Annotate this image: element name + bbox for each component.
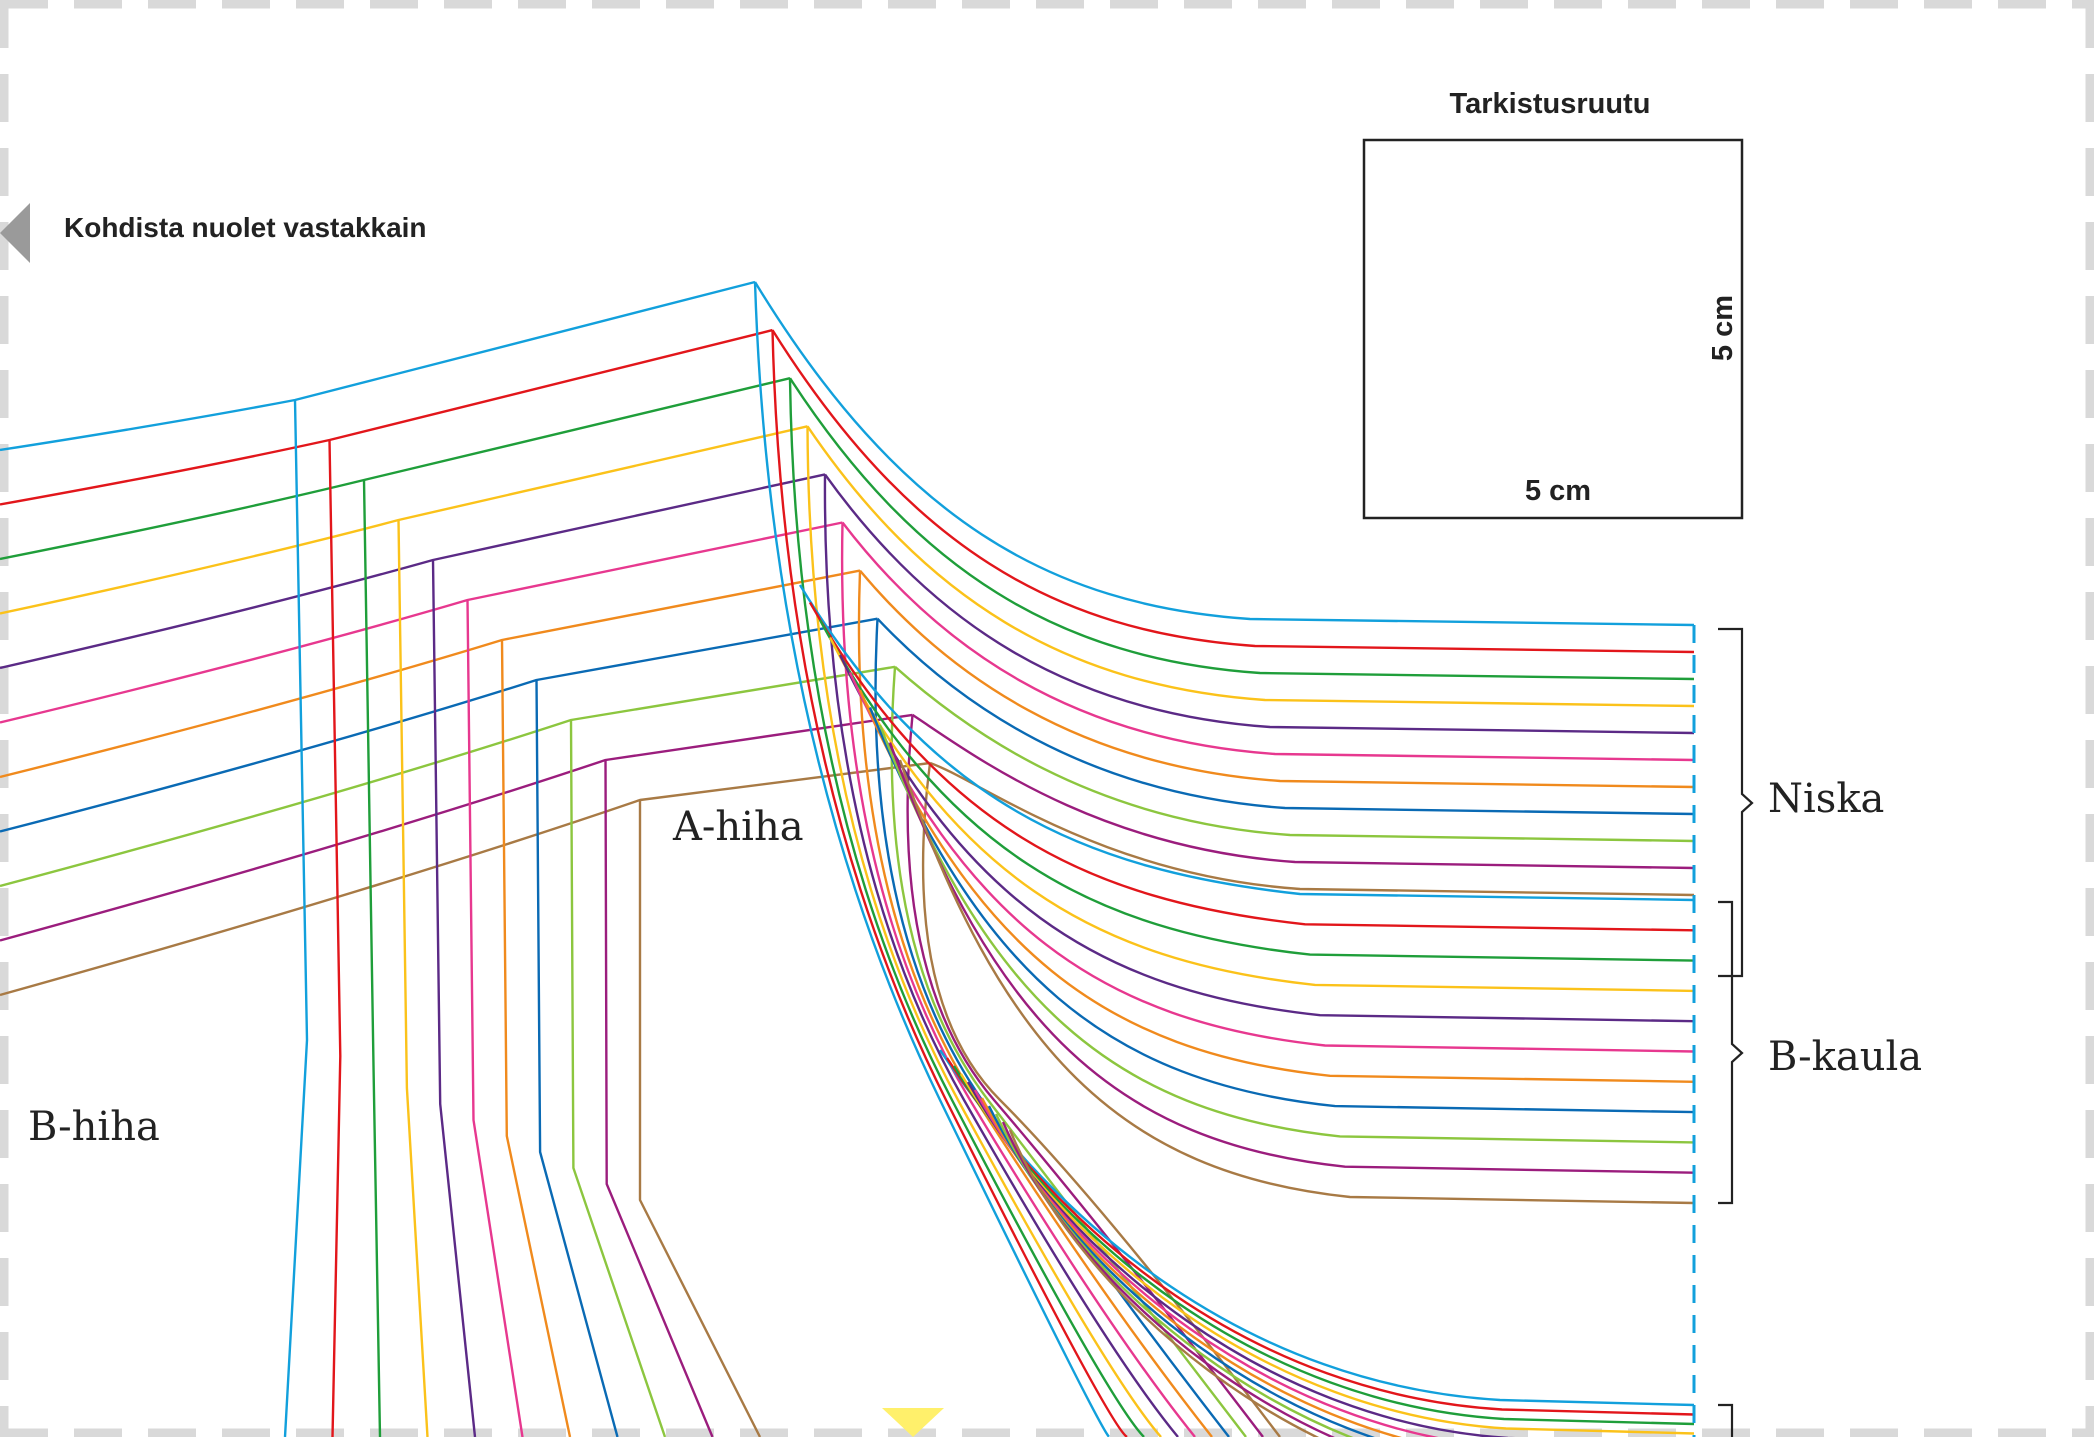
neck-lines xyxy=(753,281,1695,897)
sleeve-b-line xyxy=(362,479,382,1437)
shoulder-line xyxy=(0,713,913,942)
shoulder-line xyxy=(0,665,896,888)
neck-bracket xyxy=(1718,627,1754,978)
neck-curve xyxy=(753,281,1695,627)
brackets xyxy=(1718,627,1754,1437)
sleeve-b-line xyxy=(397,519,429,1437)
shoulder-line xyxy=(0,761,931,997)
sleeve-a-line xyxy=(921,762,1281,1437)
sleeve-b-line xyxy=(638,800,762,1437)
collar-curve xyxy=(808,601,1695,932)
shoulder-line xyxy=(0,521,843,724)
neck-curve xyxy=(929,761,1695,897)
shoulder-line xyxy=(0,425,808,615)
neck-curve xyxy=(806,425,1695,708)
sleeve-a-line xyxy=(890,666,1247,1437)
sleeve-b-line xyxy=(431,559,477,1437)
sleeve-a-label: A-hiha xyxy=(672,804,804,850)
neck-curve xyxy=(824,473,1695,735)
sleeve-b-line xyxy=(500,639,572,1437)
lower-lines xyxy=(939,1049,1695,1437)
shoulder-line xyxy=(0,328,773,506)
sleeve-a-lines xyxy=(753,281,1281,1437)
sleeve-b-line xyxy=(569,719,667,1437)
lower-curve xyxy=(959,1073,1695,1435)
collar-b-label: B-kaula xyxy=(1768,1034,1922,1080)
sleeve-a-line xyxy=(806,426,1162,1437)
collar-bracket xyxy=(1718,900,1744,1205)
sleeve-a-line xyxy=(823,474,1179,1437)
shoulder-line xyxy=(0,473,826,670)
check-square-width-label: 5 cm xyxy=(1525,475,1591,507)
lower-bracket xyxy=(1718,1403,1734,1437)
neck-curve xyxy=(788,377,1695,681)
sleeve-a-line xyxy=(771,330,1128,1437)
neck-curve xyxy=(911,713,1695,870)
check-square: Tarkistusruutu 5 cm 5 cm xyxy=(1362,88,1744,520)
shoulder-line xyxy=(0,377,791,561)
sleeve-b-line xyxy=(604,759,714,1437)
triangle-left-icon xyxy=(0,203,30,263)
shoulder-lines xyxy=(0,280,931,997)
collar-lines xyxy=(798,584,1695,1205)
lower-curve xyxy=(952,1065,1695,1426)
collar-curve xyxy=(898,759,1695,1205)
shoulder-line xyxy=(0,280,756,452)
sleeve-b-line xyxy=(535,679,619,1437)
sleeve-b-line xyxy=(283,399,309,1437)
neck-label: Niska xyxy=(1768,776,1884,822)
sleeve-b-line xyxy=(466,599,524,1437)
collar-curve xyxy=(798,584,1695,902)
neck-curve xyxy=(771,329,1695,654)
sleeve-b-line xyxy=(328,439,342,1437)
check-square-height-label: 5 cm xyxy=(1707,295,1739,361)
neck-curve xyxy=(841,521,1695,762)
align-note: Kohdista nuolet vastakkain xyxy=(64,212,427,243)
sleeve-a-line xyxy=(788,378,1145,1437)
lower-curve xyxy=(1008,1129,1320,1437)
neck-curve xyxy=(894,665,1695,843)
check-square-title: Tarkistusruutu xyxy=(1450,88,1651,120)
neck-curve xyxy=(876,617,1695,816)
shoulder-line xyxy=(0,569,861,779)
sleeve-a-line xyxy=(753,281,1112,1437)
neck-curve xyxy=(859,569,1695,789)
collar-curve xyxy=(828,636,1695,993)
collar-curve xyxy=(818,619,1695,962)
sleeve-a-line xyxy=(840,522,1196,1437)
triangle-down-icon xyxy=(882,1408,944,1437)
sleeve-b-lines xyxy=(283,399,762,1437)
lower-curve xyxy=(945,1057,1695,1416)
shoulder-line xyxy=(0,617,878,833)
sleeve-b-label: B-hiha xyxy=(28,1104,160,1150)
